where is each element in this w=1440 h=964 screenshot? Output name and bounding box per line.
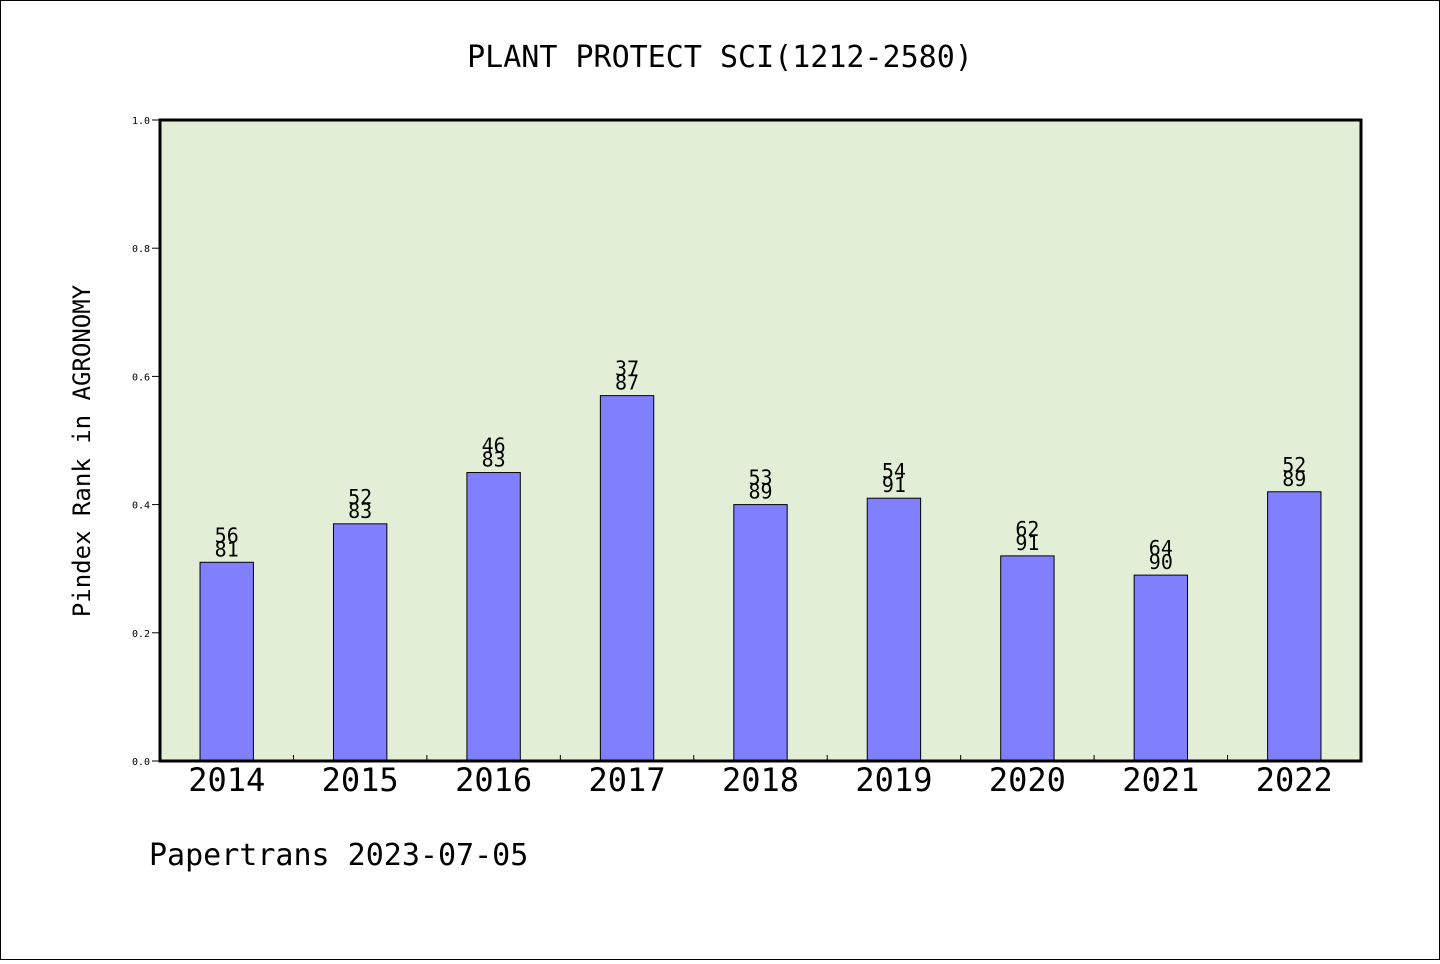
y-tick-label: 0.4 [132,501,150,512]
y-tick-label: 0.2 [132,629,150,640]
bar-label-bottom: 89 [748,480,772,504]
bar-label-top: 62 [1015,517,1039,541]
x-tick-label: 2017 [589,761,666,799]
x-tick-label: 2016 [455,761,532,799]
y-axis: 0.0 0.2 0.4 0.6 0.8 1.0 [132,116,160,768]
bar [332,523,388,762]
x-tick-label: 2020 [989,761,1066,799]
bar-label-top: 53 [748,466,772,490]
bar [1133,574,1189,762]
y-tick-label: 0.0 [132,757,150,768]
bar [1267,491,1322,762]
y-tick-label: 0.6 [132,372,150,383]
x-tick-label: 2015 [322,761,399,799]
x-tick-label: 2018 [722,761,799,799]
bar-label-top: 46 [482,434,506,458]
x-tick-label: 2022 [1256,761,1333,799]
bar [466,472,521,762]
bar-label-bottom: 87 [615,371,639,395]
bar-label-bottom: 83 [482,448,506,472]
bar-label-top: 54 [882,459,906,483]
bar-label-bottom: 91 [1015,531,1039,555]
bar-label-bottom: 81 [215,537,239,561]
chart-title: PLANT PROTECT SCI(1212-2580) [467,40,973,75]
bar [866,497,922,762]
bar [733,504,788,762]
bar-label-top: 64 [1149,536,1173,560]
plot-border [158,118,1363,763]
bar-label-top: 37 [615,357,639,381]
bar-label-bottom: 89 [1282,467,1306,491]
bar-label-bottom: 83 [348,499,372,523]
x-tick-label: 2014 [188,761,265,799]
x-axis: 2014 2015 2016 2017 2018 2019 2020 2021 2022 [188,755,1333,799]
y-axis-label: Pindex Rank in AGRONOMY [68,284,96,617]
x-tick-label: 2019 [855,761,932,799]
x-tick-label: 2021 [1122,761,1199,799]
bar-label-bottom: 91 [882,473,906,497]
bar-label-top: 52 [1282,453,1306,477]
y-tick-label: 0.8 [132,244,150,255]
bar [199,561,254,762]
footer-text: Papertrans 2023-07-05 [149,838,528,873]
bar [599,395,655,762]
bar-label-top: 52 [348,485,372,509]
bar-label-top: 56 [215,523,239,547]
y-tick-label: 1.0 [132,116,150,127]
bar-label-bottom: 90 [1149,550,1173,574]
bar [1000,555,1055,762]
